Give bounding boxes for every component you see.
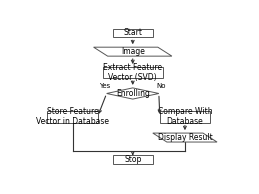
FancyBboxPatch shape xyxy=(160,111,210,123)
Text: Enrolling: Enrolling xyxy=(116,89,150,98)
Text: Yes: Yes xyxy=(99,83,110,89)
Polygon shape xyxy=(93,47,172,56)
Text: Stop: Stop xyxy=(124,155,141,165)
FancyBboxPatch shape xyxy=(47,111,98,123)
Polygon shape xyxy=(153,133,217,142)
Polygon shape xyxy=(107,88,159,99)
Text: Compare With
Database: Compare With Database xyxy=(158,107,212,126)
FancyBboxPatch shape xyxy=(113,155,153,165)
Text: Image: Image xyxy=(121,47,145,56)
Text: Extract Feature
Vector (SVD): Extract Feature Vector (SVD) xyxy=(103,63,162,82)
Text: Display Result: Display Result xyxy=(157,133,212,142)
Text: Start: Start xyxy=(123,29,142,37)
Text: Store Feature
Vector in Database: Store Feature Vector in Database xyxy=(36,107,109,126)
FancyBboxPatch shape xyxy=(103,67,163,78)
FancyBboxPatch shape xyxy=(113,29,153,37)
Text: No: No xyxy=(156,83,166,89)
